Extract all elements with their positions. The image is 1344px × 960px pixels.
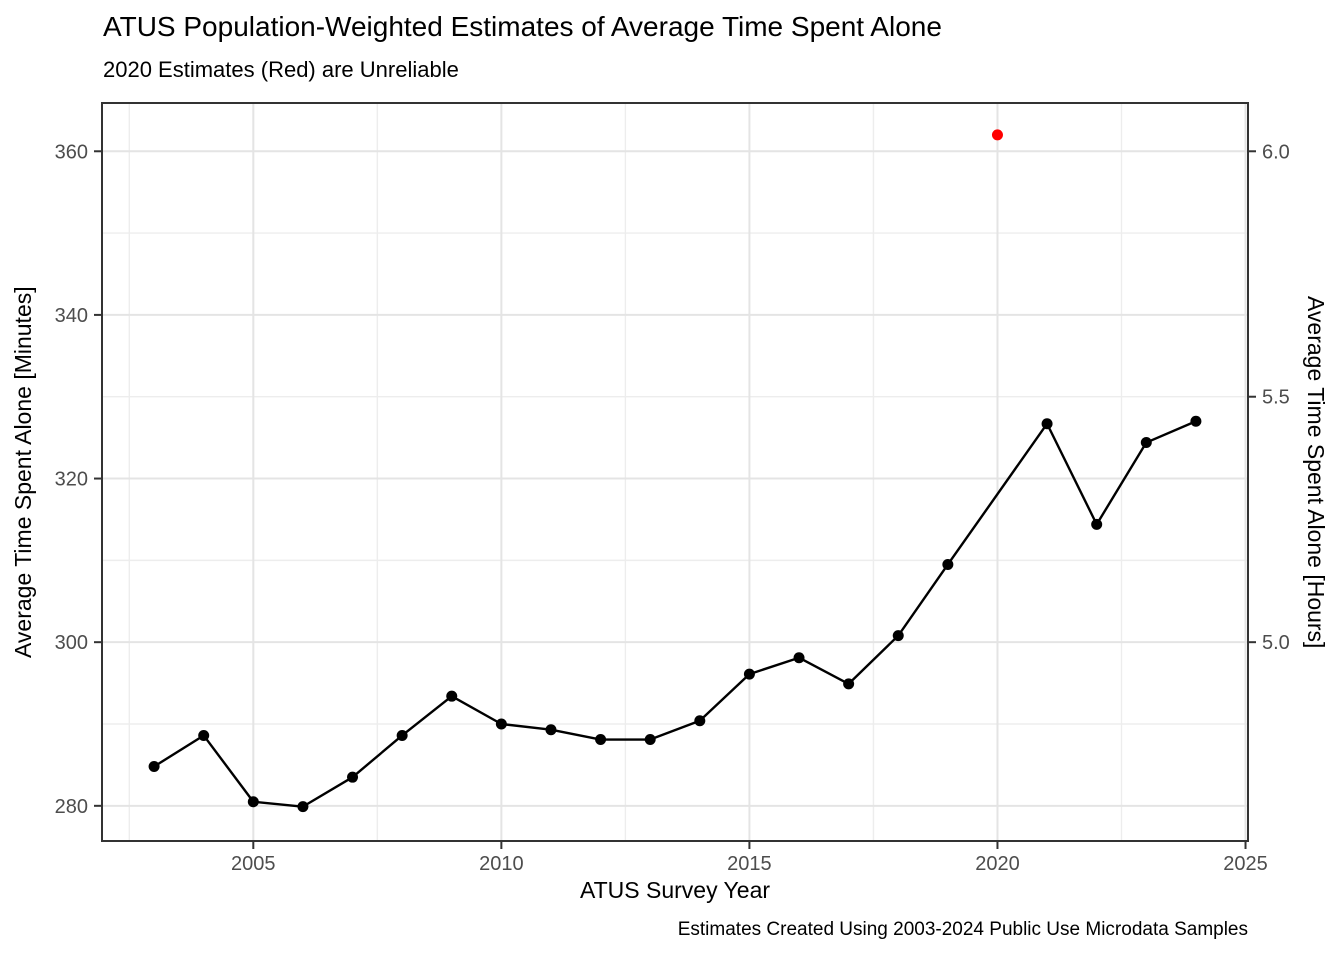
- data-point: [446, 690, 458, 702]
- data-point: [297, 801, 309, 813]
- data-point: [247, 796, 259, 808]
- y-tick-label-minutes: 320: [55, 469, 88, 491]
- x-tick-label: 2025: [1223, 853, 1268, 875]
- data-point: [1190, 415, 1202, 427]
- data-point: [892, 630, 904, 642]
- x-tick-label: 2010: [479, 853, 524, 875]
- data-point: [495, 718, 507, 730]
- y-tick-label-minutes: 360: [55, 141, 88, 163]
- data-point: [396, 729, 408, 741]
- data-point: [595, 734, 607, 746]
- data-point: [743, 668, 755, 680]
- x-axis-title: ATUS Survey Year: [579, 877, 771, 903]
- data-point: [1091, 518, 1103, 530]
- outlier-data-point: [991, 129, 1003, 141]
- chart-title: ATUS Population-Weighted Estimates of Av…: [103, 11, 942, 42]
- data-point: [942, 558, 954, 570]
- data-point: [1041, 418, 1053, 430]
- data-point: [1140, 437, 1152, 449]
- y-axis-title-left: Average Time Spent Alone [Minutes]: [10, 286, 36, 658]
- x-tick-label: 2020: [975, 853, 1020, 875]
- y-tick-label-hours: 5.0: [1262, 632, 1290, 654]
- data-point: [694, 715, 706, 727]
- y-tick-label-hours: 5.5: [1262, 387, 1290, 409]
- data-point: [347, 771, 359, 783]
- y-axis-title-right: Average Time Spent Alone [Hours]: [1303, 295, 1329, 649]
- data-point: [148, 761, 160, 773]
- chart-subtitle: 2020 Estimates (Red) are Unreliable: [103, 57, 459, 82]
- data-point: [843, 678, 855, 690]
- x-tick-label: 2005: [231, 853, 276, 875]
- y-tick-label-minutes: 280: [55, 796, 88, 818]
- panel-border: [101, 102, 1249, 842]
- y-tick-label-hours: 6.0: [1262, 141, 1290, 163]
- y-tick-label-minutes: 340: [55, 305, 88, 327]
- data-point: [644, 734, 656, 746]
- chart-caption: Estimates Created Using 2003-2024 Public…: [677, 919, 1248, 940]
- data-point: [545, 724, 557, 736]
- x-tick-label: 2015: [727, 853, 772, 875]
- data-point: [198, 729, 210, 741]
- data-point: [793, 652, 805, 664]
- y-tick-label-minutes: 300: [55, 632, 88, 654]
